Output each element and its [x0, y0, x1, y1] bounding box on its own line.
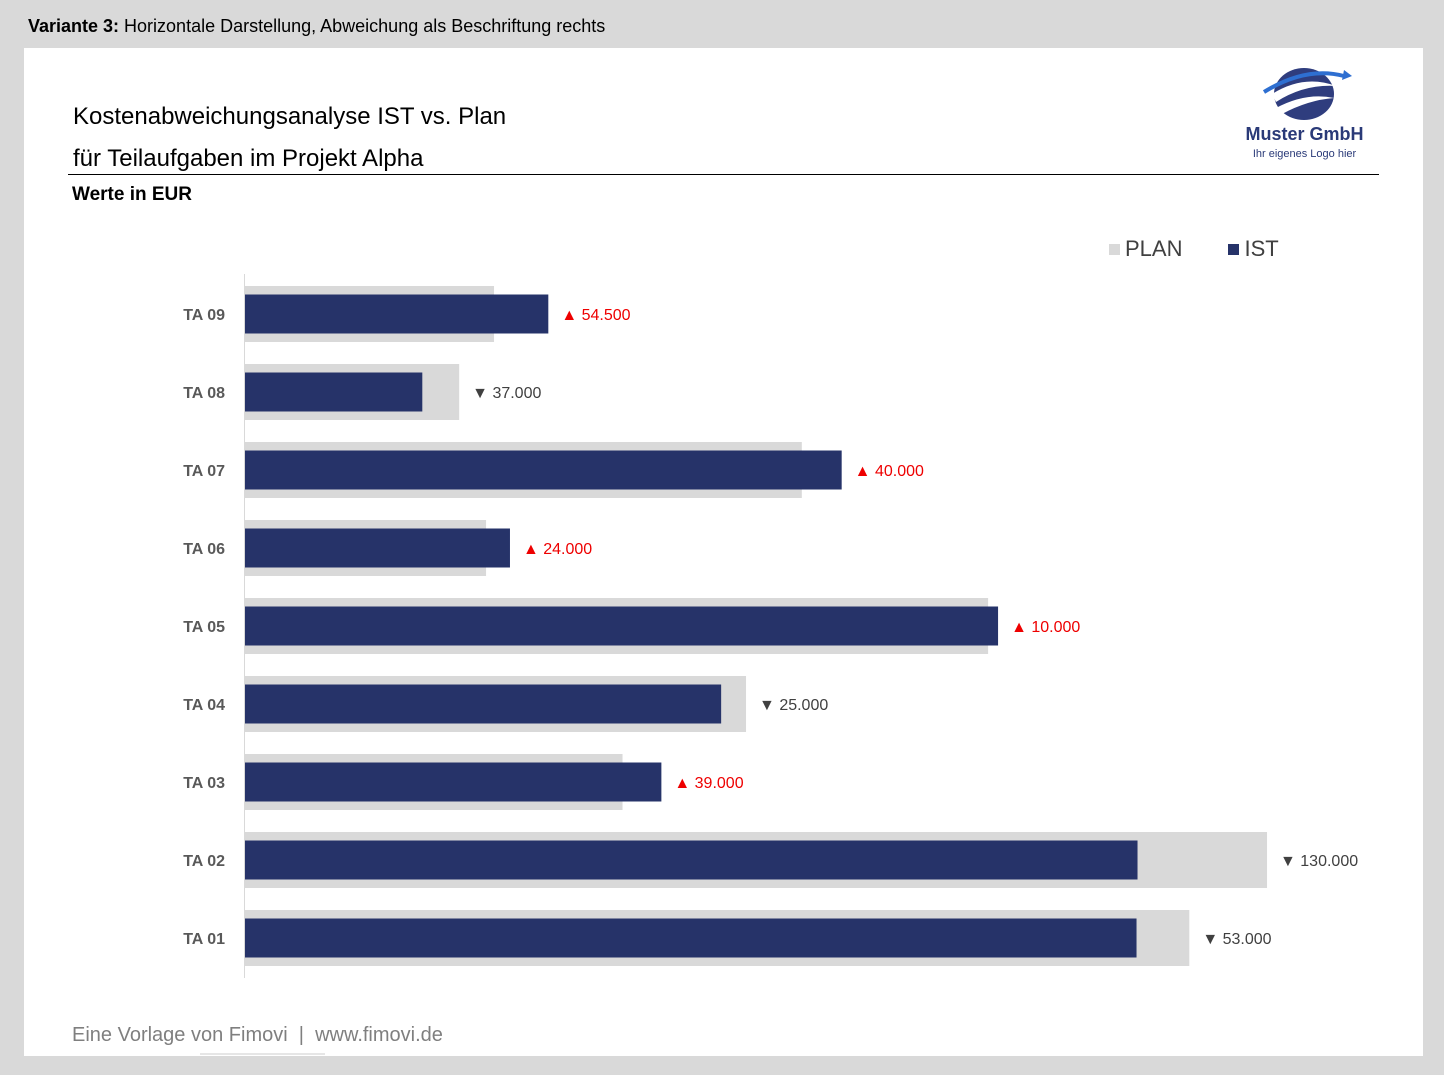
category-label: TA 07	[183, 463, 225, 480]
logo-tagline: Ihr eigenes Logo hier	[1252, 148, 1357, 160]
chart-title-line-2: für Teilaufgaben im Projekt Alpha	[73, 145, 424, 172]
ist-bar	[245, 372, 423, 412]
chart-legend: PLAN IST	[1109, 236, 1325, 262]
legend-item-plan: PLAN	[1109, 236, 1182, 262]
deviation-label: ▼ 37.000	[472, 385, 541, 402]
category-label: TA 08	[183, 385, 225, 402]
ist-bar	[245, 840, 1138, 880]
deviation-label: ▲ 24.000	[523, 541, 592, 558]
deviation-label: ▲ 40.000	[855, 463, 924, 480]
ist-bar	[245, 684, 722, 724]
deviation-label: ▼ 53.000	[1202, 931, 1271, 948]
footer-credit: Eine Vorlage von Fimovi | www.fimovi.de	[72, 1024, 443, 1046]
deviation-label: ▲ 10.000	[1011, 619, 1080, 636]
category-label: TA 03	[183, 775, 225, 792]
caption-description: Horizontale Darstellung, Abweichung als …	[119, 16, 606, 36]
deviation-label: ▼ 130.000	[1280, 853, 1358, 870]
ist-bar	[245, 762, 662, 802]
ist-bar	[245, 918, 1137, 958]
legend-item-ist: IST	[1228, 236, 1279, 262]
bar-chart: TA 09 ▲ 54.500 TA 08 ▼ 37.000 TA 07 ▲ 40.000 T…	[183, 274, 1358, 978]
category-label: TA 05	[183, 619, 225, 636]
chart-card: Kostenabweichungsanalyse IST vs. Plan fü…	[24, 48, 1423, 1056]
ist-bar	[245, 294, 549, 334]
legend-label-ist: IST	[1244, 236, 1279, 261]
footer-underline	[200, 1053, 325, 1055]
category-label: TA 01	[183, 931, 225, 948]
chart-title: Kostenabweichungsanalyse IST vs. Plan fü…	[73, 96, 506, 180]
ist-bar	[245, 450, 842, 490]
legend-swatch-plan	[1109, 243, 1120, 255]
company-logo: Muster GmbH Ihr eigenes Logo hier	[1232, 62, 1377, 166]
ist-bar	[245, 606, 999, 646]
globe-swoosh-icon	[1262, 68, 1352, 120]
caption-variant: Variante 3:	[28, 16, 120, 36]
units-subtitle: Werte in EUR	[72, 184, 193, 205]
legend-swatch-ist	[1228, 243, 1240, 255]
category-label: TA 04	[183, 697, 225, 714]
chart-title-line-1: Kostenabweichungsanalyse IST vs. Plan	[73, 103, 507, 130]
top-caption: Variante 3: Horizontale Darstellung, Abw…	[28, 16, 605, 37]
title-divider	[68, 174, 1379, 175]
category-label: TA 09	[183, 307, 225, 324]
logo-company-name: Muster GmbH	[1245, 124, 1364, 144]
deviation-label: ▲ 39.000	[674, 775, 743, 792]
deviation-label: ▼ 25.000	[759, 697, 828, 714]
legend-label-plan: PLAN	[1125, 236, 1183, 261]
category-label: TA 02	[183, 853, 225, 870]
category-label: TA 06	[183, 541, 225, 558]
deviation-label: ▲ 54.500	[561, 307, 630, 324]
ist-bar	[245, 528, 510, 568]
